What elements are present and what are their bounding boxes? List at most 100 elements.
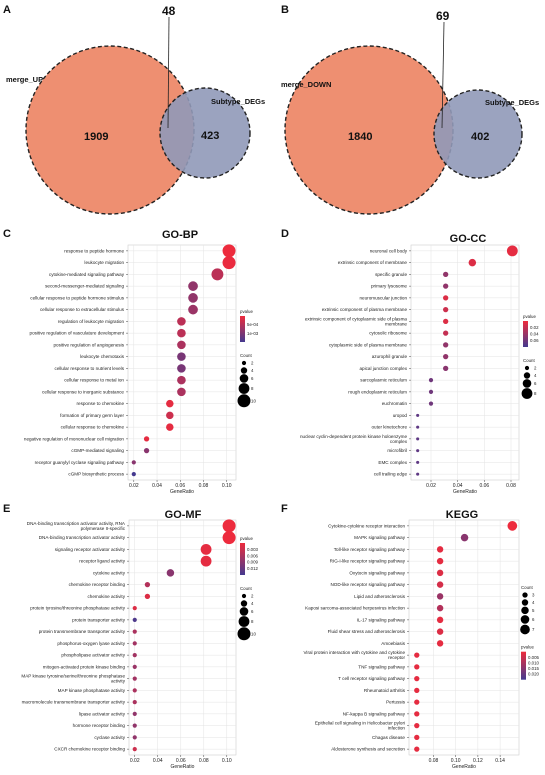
term-label: MAP kinase tyrosine/serine/threonine pho… — [21, 674, 125, 679]
term-label: cellular response to chemokine — [61, 425, 125, 430]
term-label: phosphorus-oxygen lyase activity — [57, 641, 125, 646]
data-point — [443, 353, 449, 360]
legend-size-title: Count — [240, 586, 252, 591]
venn-circle-right — [159, 87, 251, 179]
venn-circle-left — [284, 45, 454, 215]
data-point — [428, 378, 434, 383]
pvalue-colorbar — [240, 543, 245, 575]
x-tick-label: 0.02 — [426, 483, 436, 489]
chart-title: GO-CC — [450, 233, 487, 245]
data-point — [222, 531, 236, 545]
legend-color-title: pvalue — [521, 645, 534, 650]
legend-color-tick: 1e-03 — [247, 331, 259, 336]
data-point — [443, 271, 449, 278]
term-label: Amoebiasis — [381, 641, 405, 646]
term-label: sarcoplasmic reticulum — [360, 378, 407, 383]
legend-size-tick: 6 — [532, 617, 535, 622]
data-point — [443, 330, 449, 336]
data-point — [177, 352, 186, 361]
legend-size-dot — [240, 367, 248, 374]
term-label: Pertussis — [386, 700, 406, 705]
term-label: cGMP biosynthetic process — [68, 472, 124, 477]
data-point — [177, 340, 186, 350]
panel-label-e: E — [3, 503, 10, 515]
legend-size-dot — [522, 592, 528, 598]
term-label: Lipid and atherosclerosis — [354, 594, 406, 599]
data-point — [436, 593, 444, 600]
data-point — [166, 411, 174, 420]
data-point — [428, 389, 434, 394]
legend-size-tick: 7 — [532, 627, 535, 632]
x-tick-label: 0.12 — [473, 758, 483, 764]
term-label: membrane — [385, 321, 407, 326]
x-tick-label: 0.14 — [495, 758, 505, 764]
data-point — [222, 519, 236, 533]
data-point — [132, 723, 137, 728]
term-label: extrinsic component of membrane — [338, 260, 408, 265]
dot-plots: C GO-BP0.02 0.04 0.06 0.08 0.10GeneRatiorespo… — [3, 228, 540, 770]
term-label: outer kinetochore — [372, 425, 408, 430]
term-label: cGMP-mediated signaling — [71, 448, 124, 453]
data-point — [188, 281, 198, 291]
x-tick-label: 0.06 — [176, 758, 186, 764]
plot-area — [128, 519, 237, 756]
term-label: CXCR chemokine receptor binding — [54, 747, 125, 752]
data-point — [443, 342, 449, 348]
term-label: leukocyte migration — [84, 260, 124, 265]
venn-left-only-count: 1909 — [84, 131, 108, 143]
chart-title: GO-BP — [162, 229, 198, 241]
legend-size-tick: 2 — [534, 366, 537, 371]
pvalue-colorbar — [240, 316, 245, 342]
x-tick-label: 0.10 — [222, 758, 232, 764]
legend-size-tick: 4 — [251, 601, 254, 606]
data-point — [414, 711, 420, 717]
term-label: EMC complex — [378, 460, 407, 465]
data-point — [414, 652, 420, 658]
data-point — [143, 447, 150, 454]
data-point — [132, 629, 137, 634]
term-label: infection — [388, 726, 406, 731]
x-tick-label: 0.08 — [199, 758, 209, 764]
legend-color-tick: 0.003 — [247, 547, 259, 552]
term-label: activity — [111, 679, 126, 684]
x-tick-label: 0.04 — [153, 758, 163, 764]
term-label: cell trailing edge — [374, 472, 408, 477]
data-point — [436, 557, 444, 565]
legend-size-tick: 8 — [251, 619, 254, 624]
venn-right-only-count: 402 — [471, 131, 489, 143]
legend-size-dot — [523, 372, 531, 379]
panel-label-b: B — [281, 4, 289, 16]
legend-color-tick: 0.010 — [528, 660, 540, 665]
term-label: chemokine receptor binding — [69, 582, 126, 587]
data-point — [188, 293, 198, 303]
data-point — [416, 437, 420, 441]
term-label: Epithelial cell signaling in Helicobacte… — [315, 721, 405, 726]
legend: pvalue 0.02 0.040.06 Count 2 4 6 8 — [521, 314, 539, 399]
term-label: complex — [390, 439, 408, 444]
data-point — [416, 449, 420, 453]
data-point — [436, 640, 444, 647]
panel-label-f: F — [281, 503, 288, 515]
term-label: cellular response to peptide hormone sti… — [30, 295, 124, 300]
term-label: positive regulation of vasculature devel… — [30, 331, 125, 336]
data-point — [131, 472, 136, 477]
legend-color-tick: 0.02 — [530, 325, 539, 330]
term-label: protein transporter activity — [72, 617, 126, 622]
legend-color-tick: 0.04 — [530, 332, 539, 337]
term-label: Chagas disease — [372, 735, 405, 740]
data-point — [200, 543, 212, 555]
term-label: cytokine-mediated signaling pathway — [49, 272, 125, 277]
legend-size-dot — [237, 394, 251, 408]
data-point — [177, 387, 186, 397]
data-point — [211, 268, 224, 281]
term-label: protein transmembrane transporter activi… — [39, 629, 126, 634]
term-label: NF-kappa B signaling pathway — [343, 711, 406, 716]
term-label: phospholipase activator activity — [61, 653, 125, 658]
term-label: Aldosterone synthesis and secretion — [331, 747, 405, 752]
venn-left-only-count: 1840 — [348, 131, 372, 143]
x-tick-label: 0.08 — [429, 758, 439, 764]
legend-size-dot — [521, 388, 533, 399]
legend-size-dot — [241, 593, 247, 599]
data-point — [177, 375, 186, 385]
data-point — [416, 425, 420, 429]
